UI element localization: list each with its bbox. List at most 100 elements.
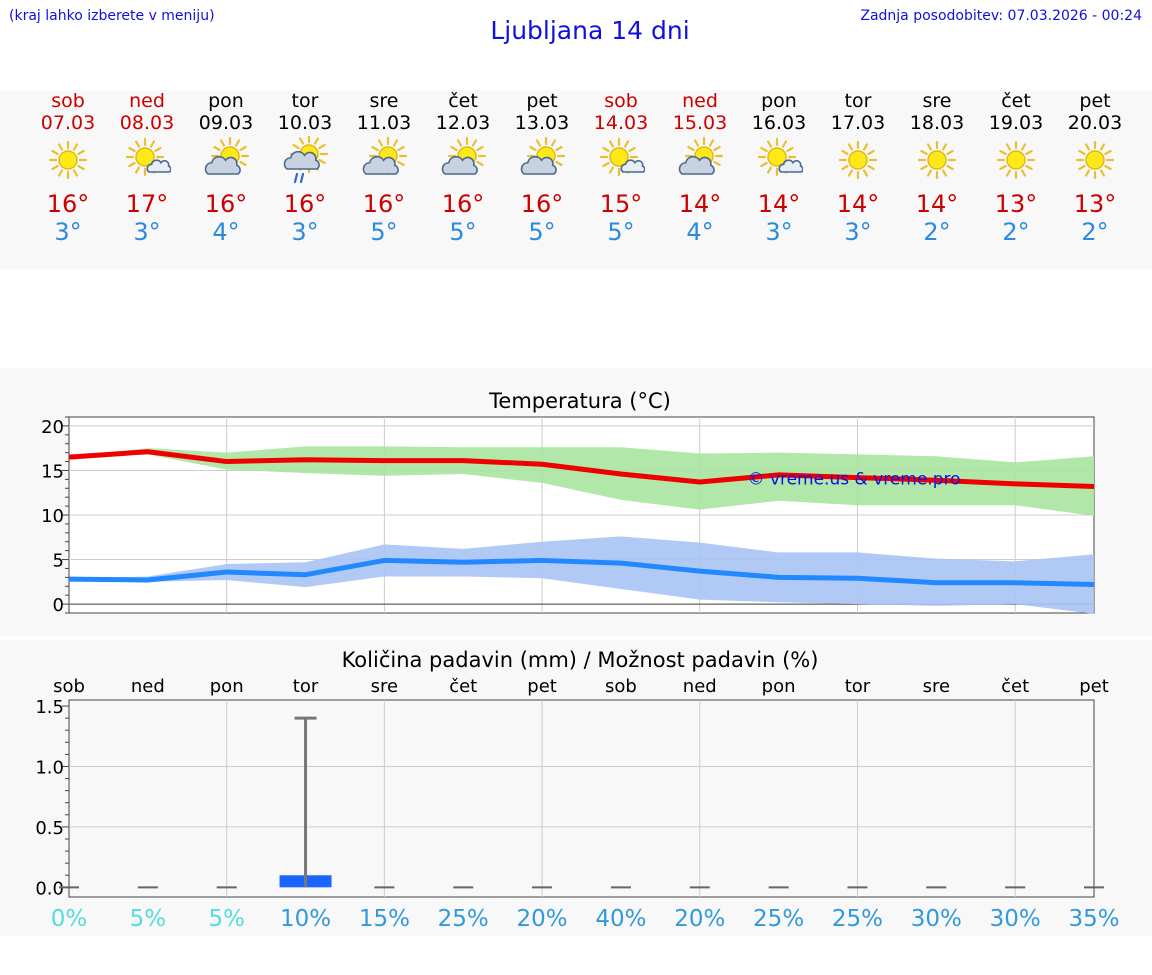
temperature-chart-title: Temperatura (°C) (489, 389, 671, 413)
day-axis-label: pet (527, 676, 557, 697)
cloud (441, 155, 478, 175)
day-forecast: sre 18.03 14° 2° (898, 90, 976, 246)
day-name: pet (1079, 90, 1111, 112)
day-axis-label: tor (293, 676, 319, 697)
max-temperature: 16° (520, 190, 564, 218)
min-temperature: 3° (133, 218, 161, 246)
day-axis-label: tor (845, 676, 871, 697)
sun-icon (48, 140, 88, 180)
sun-disc (1006, 150, 1026, 170)
day-axis-label: sre (371, 676, 398, 697)
day-date: 20.03 (1067, 112, 1123, 134)
day-forecast: sob 07.03 16° 3° (29, 90, 107, 246)
max-temperature-range-band (69, 446, 1094, 516)
y-tick-label: 20 (41, 417, 64, 438)
cloud-sun-icon (362, 136, 408, 176)
day-name: pon (208, 90, 244, 112)
y-tick-label: 0 (53, 595, 64, 616)
day-forecast: tor 17.03 14° 3° (819, 90, 897, 246)
watermark: © vreme.us & vreme.pro (747, 470, 960, 490)
max-temperature: 13° (994, 190, 1038, 218)
min-temperature: 3° (765, 218, 793, 246)
day-date: 08.03 (119, 112, 175, 134)
day-forecast: pon 16.03 14° 3° (740, 90, 818, 246)
day-date: 15.03 (672, 112, 728, 134)
rain-drops (293, 172, 305, 184)
sun-rays (917, 140, 957, 180)
cloud-sun-rain-icon (283, 136, 329, 184)
sun-icon (1075, 140, 1115, 180)
day-axis-label: sre (923, 676, 950, 697)
precipitation-probability: 0% (51, 906, 88, 932)
min-temperature: 5° (607, 218, 635, 246)
day-forecast: čet 12.03 16° 5° (424, 90, 502, 246)
sun-rays (1075, 140, 1115, 180)
day-name: tor (291, 90, 319, 112)
sun-disc (848, 150, 868, 170)
y-tick-label: 1.0 (35, 757, 64, 778)
min-temperature: 2° (1081, 218, 1109, 246)
y-tick-label: 10 (41, 506, 64, 527)
min-temperature: 5° (449, 218, 477, 246)
max-temperature: 13° (1073, 190, 1117, 218)
day-date: 09.03 (198, 112, 254, 134)
cloud (204, 155, 241, 175)
day-forecast: ned 08.03 17° 3° (108, 90, 186, 246)
min-temperature: 2° (923, 218, 951, 246)
y-tick-label: 15 (41, 461, 64, 482)
sun-small-cloud-icon (599, 137, 645, 177)
precipitation-probability: 25% (753, 906, 804, 932)
max-temperature: 15° (599, 190, 643, 218)
day-forecast: ned 15.03 14° 4° (661, 90, 739, 246)
sun-disc (927, 150, 947, 170)
precipitation-probability: 25% (438, 906, 489, 932)
day-date: 07.03 (40, 112, 96, 134)
precipitation-probability: 20% (674, 906, 725, 932)
sun-rays (996, 140, 1036, 180)
max-temperature: 14° (836, 190, 880, 218)
day-date: 11.03 (356, 112, 412, 134)
day-date: 10.03 (277, 112, 333, 134)
day-name: ned (129, 90, 165, 112)
sun-disc (58, 150, 78, 170)
temperature-chart: 0 5 10 15 20 © vreme.us & vreme.pro (41, 416, 1095, 616)
day-name: ned (682, 90, 718, 112)
day-name: tor (844, 90, 872, 112)
last-update: Zadnja posodobitev: 07.03.2026 - 00:24 (860, 8, 1142, 24)
precipitation-probability: 25% (832, 906, 883, 932)
day-date: 17.03 (830, 112, 886, 134)
sun-icon (996, 140, 1036, 180)
cloud-sun-icon (441, 136, 487, 176)
cloud (362, 155, 399, 175)
day-name: pon (761, 90, 797, 112)
day-forecast: sre 11.03 16° 5° (345, 90, 423, 246)
day-axis-label: ned (131, 676, 165, 697)
day-name: pet (526, 90, 558, 112)
day-date: 14.03 (593, 112, 649, 134)
min-temperature: 2° (1002, 218, 1030, 246)
day-name: sre (922, 90, 952, 112)
day-axis-label: čet (1001, 676, 1029, 697)
precipitation-probability: 5% (130, 906, 167, 932)
min-temperature: 4° (212, 218, 240, 246)
precipitation-chart: sob ned pon tor sre čet pet sob ned pon tor sre čet p… (35, 676, 1119, 932)
day-axis-label: pon (210, 676, 244, 697)
day-forecast: pon 09.03 16° 4° (187, 90, 265, 246)
grid (69, 700, 1094, 897)
max-temperature: 17° (125, 190, 169, 218)
sun-disc (767, 147, 787, 167)
precipitation-probability: 35% (1068, 906, 1119, 932)
day-name: čet (448, 90, 478, 112)
sun-small-cloud-icon (757, 137, 803, 177)
min-temperature: 3° (291, 218, 319, 246)
min-temperature: 3° (844, 218, 872, 246)
y-tick-label: 0.5 (35, 818, 64, 839)
day-forecast: pet 13.03 16° 5° (503, 90, 581, 246)
day-date: 18.03 (909, 112, 965, 134)
precipitation-chart-title: Količina padavin (mm) / Možnost padavin … (341, 648, 819, 672)
sun-disc (135, 147, 155, 167)
cloud-sun-icon (678, 136, 724, 176)
precipitation-probability: 30% (911, 906, 962, 932)
cloud (778, 159, 803, 173)
max-temperature: 16° (441, 190, 485, 218)
